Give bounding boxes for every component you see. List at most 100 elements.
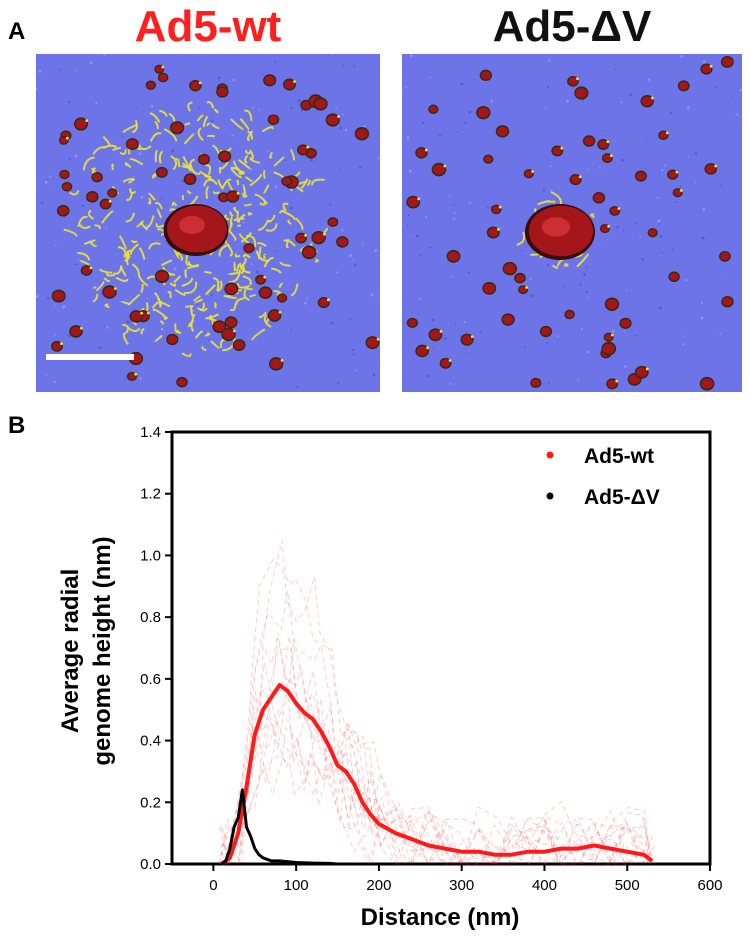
- afm-texture-speck: [274, 250, 276, 252]
- afm-texture-speck: [359, 166, 362, 169]
- afm-texture-speck: [222, 97, 224, 100]
- afm-particle: [234, 340, 245, 350]
- afm-texture-speck: [429, 246, 432, 249]
- afm-dna-strand: [124, 250, 130, 262]
- legend-label-ad5-wt: Ad5-wt: [584, 445, 654, 468]
- afm-texture-speck: [695, 82, 697, 84]
- afm-particle: [260, 288, 271, 298]
- afm-texture-speck: [620, 101, 623, 104]
- afm-dna-strand: [156, 297, 162, 309]
- afm-texture-speck: [151, 64, 154, 67]
- afm-dna-strand: [249, 149, 254, 161]
- afm-texture-speck: [40, 201, 44, 204]
- afm-particle: [429, 106, 438, 113]
- afm-texture-speck: [658, 306, 662, 310]
- afm-particle: [461, 335, 473, 345]
- afm-texture-speck: [556, 335, 559, 338]
- ad5-wt-individual-trace: [219, 632, 651, 866]
- afm-texture-speck: [422, 121, 425, 124]
- afm-dna-strand: [204, 284, 216, 296]
- afm-particle-edge: [85, 119, 89, 122]
- afm-texture-speck: [372, 373, 376, 377]
- afm-particle: [429, 330, 441, 340]
- afm-dna-strand: [197, 127, 204, 141]
- afm-texture-speck: [140, 195, 144, 199]
- afm-particle: [433, 164, 445, 175]
- afm-particle: [298, 145, 308, 154]
- y-axis-label-line-2: genome height (nm): [89, 536, 116, 765]
- plot-frame: [170, 430, 712, 866]
- afm-particle: [407, 197, 419, 207]
- afm-dna-strand: [181, 352, 192, 358]
- afm-capsid-highlight: [179, 215, 205, 235]
- afm-texture-speck: [468, 201, 471, 204]
- afm-dna-strand: [278, 282, 284, 289]
- afm-dna-strand: [119, 149, 127, 156]
- afm-particle: [356, 128, 368, 139]
- afm-dna-strand: [242, 184, 247, 197]
- afm-dna-strand: [246, 130, 254, 142]
- afm-texture-speck: [624, 365, 627, 368]
- afm-dna-strand: [77, 215, 88, 228]
- afm-particle-edge: [89, 266, 93, 270]
- afm-dna-strand: [127, 326, 141, 333]
- afm-texture-speck: [352, 258, 355, 261]
- afm-particle: [605, 334, 613, 341]
- afm-dna-strand: [256, 242, 267, 247]
- afm-particle-edge: [610, 333, 614, 337]
- afm-particle-edge: [426, 346, 430, 350]
- afm-texture-speck: [658, 219, 661, 222]
- afm-texture-speck: [150, 104, 154, 108]
- afm-dna-strand: [242, 253, 251, 259]
- afm-texture-speck: [635, 334, 638, 337]
- afm-texture-speck: [353, 263, 357, 267]
- y-tick-label: 1.2: [140, 486, 161, 503]
- y-tick-label: 0.4: [140, 733, 161, 750]
- afm-dna-strand: [251, 328, 266, 341]
- afm-dna-strand: [184, 122, 191, 126]
- afm-texture-speck: [89, 61, 93, 65]
- afm-particle: [108, 189, 117, 197]
- afm-dna-strand: [174, 288, 186, 297]
- afm-texture-speck: [694, 152, 698, 155]
- afm-dna-strand: [237, 217, 245, 224]
- afm-particle: [171, 122, 183, 133]
- afm-texture-speck: [424, 216, 428, 219]
- afm-texture-speck: [468, 271, 471, 274]
- afm-dna-strand: [159, 300, 171, 308]
- afm-texture-speck: [451, 275, 454, 278]
- afm-dna-strand: [537, 200, 550, 206]
- afm-particle: [488, 228, 499, 237]
- afm-texture-speck: [663, 164, 666, 167]
- afm-dna-strand: [188, 158, 195, 171]
- afm-particle: [575, 88, 588, 98]
- afm-particle: [128, 373, 136, 380]
- afm-particle-edge: [709, 64, 713, 68]
- afm-particle: [606, 299, 618, 310]
- afm-dna-strand: [63, 228, 78, 237]
- afm-dna-strand: [160, 320, 164, 325]
- afm-dna-strand: [228, 269, 242, 284]
- afm-texture-speck: [720, 277, 723, 279]
- afm-texture-speck: [341, 113, 345, 117]
- afm-dna-strand: [125, 191, 134, 201]
- afm-particle: [636, 367, 648, 378]
- afm-dna-strand: [242, 192, 248, 198]
- x-tick-label: 500: [615, 877, 640, 894]
- ad5-wt-individual-trace: [219, 540, 651, 866]
- afm-texture-speck: [126, 320, 130, 324]
- afm-dna-strand: [177, 158, 181, 168]
- afm-particle-edge: [232, 329, 236, 333]
- afm-dna-strand: [247, 130, 254, 140]
- afm-dna-strand: [198, 170, 212, 179]
- afm-particle: [219, 193, 228, 201]
- afm-texture-speck: [377, 156, 380, 159]
- ad5-wt-individual-trace: [219, 707, 655, 866]
- afm-texture-speck: [296, 385, 299, 388]
- afm-particle: [282, 177, 291, 185]
- afm-particle-edge: [417, 197, 421, 201]
- afm-particle: [127, 139, 138, 149]
- afm-dna-strand: [154, 334, 163, 342]
- afm-dna-strand: [152, 301, 160, 309]
- afm-dna-strand: [194, 330, 204, 339]
